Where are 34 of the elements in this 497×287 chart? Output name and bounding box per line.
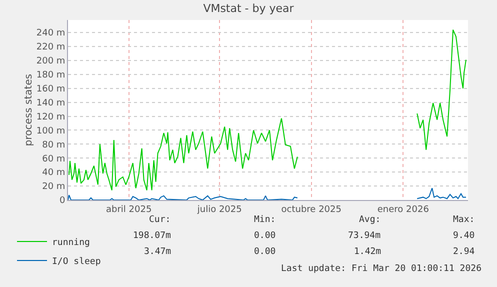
text: 73.94m xyxy=(348,231,381,241)
text: 2.94 xyxy=(453,247,475,257)
text: Avg: xyxy=(359,215,381,225)
text: 1.42m xyxy=(354,247,382,257)
y-tick-label: 160 m xyxy=(36,84,66,95)
text: 0.00 xyxy=(254,231,276,241)
text: 3.47m xyxy=(144,247,172,257)
y-tick-label: 60 m xyxy=(42,154,66,164)
y-tick-label: 120 m xyxy=(36,112,66,122)
text: 198.07m xyxy=(133,231,171,241)
y-tick-label: 40 m xyxy=(42,168,66,178)
y-tick-label: 220 m xyxy=(36,42,66,53)
x-tick-label: julio 2025 xyxy=(196,204,242,215)
y-tick-label: 20 m xyxy=(42,182,66,192)
y-tick-label: 100 m xyxy=(36,126,66,136)
y-tick-label: 140 m xyxy=(36,98,66,108)
text: Last update: Fri Mar 20 01:00:11 2026 xyxy=(281,264,482,274)
y-tick-label: 240 m xyxy=(36,28,66,39)
chart-title: VMstat - by year xyxy=(203,2,294,16)
text: 9.40 xyxy=(453,231,475,241)
text: Cur: xyxy=(149,215,171,225)
legend-label: running xyxy=(52,238,90,248)
text: 0.00 xyxy=(254,247,276,257)
y-tick-label: 180 m xyxy=(36,70,66,81)
text: Max: xyxy=(453,215,475,225)
x-tick-label: enero 2026 xyxy=(377,204,430,215)
y-tick-label: 80 m xyxy=(42,140,66,150)
text: Min: xyxy=(254,215,276,225)
y-tick-label: 0 xyxy=(59,196,66,206)
legend-label: I/O sleep xyxy=(52,257,101,268)
x-tick-label: octubre 2025 xyxy=(281,204,342,215)
y-tick-label: 200 m xyxy=(36,56,66,67)
x-tick-label: abril 2025 xyxy=(106,204,152,215)
y-axis-title: process states xyxy=(23,74,34,146)
